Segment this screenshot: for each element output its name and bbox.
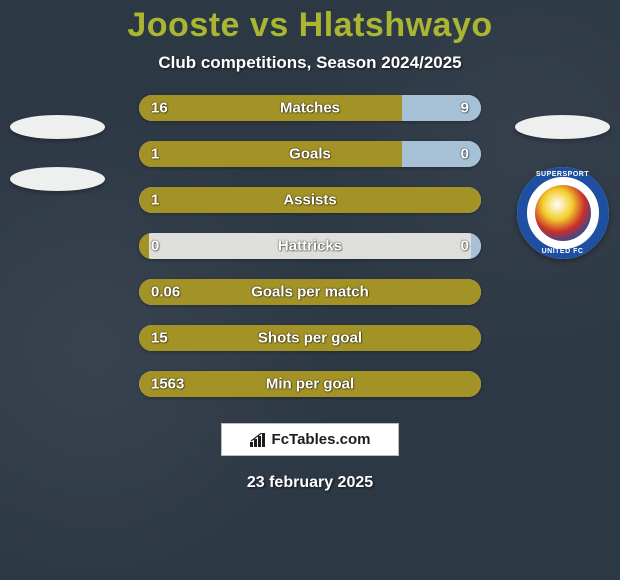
stat-value-player2: 0 bbox=[461, 238, 469, 255]
stat-bar-player1-fill bbox=[139, 95, 402, 121]
stat-value-player1: 1 bbox=[151, 192, 159, 209]
stat-label: Shots per goal bbox=[258, 330, 362, 347]
stat-label: Goals per match bbox=[251, 284, 369, 301]
chart-icon bbox=[250, 433, 266, 447]
stat-label: Goals bbox=[289, 146, 331, 163]
stat-value-player2: 0 bbox=[461, 146, 469, 163]
crest-bottom-text: UNITED FC bbox=[517, 248, 609, 255]
stat-label: Matches bbox=[280, 100, 340, 117]
stat-bar: 0.06 Goals per match bbox=[139, 279, 481, 305]
subtitle: Club competitions, Season 2024/2025 bbox=[158, 53, 461, 73]
stat-bar-player2-fill bbox=[471, 233, 481, 259]
player1-badges bbox=[10, 115, 105, 191]
stat-bar: 1 Assists bbox=[139, 187, 481, 213]
stat-value-player2: 9 bbox=[461, 100, 469, 117]
stat-bar-player2-fill bbox=[402, 95, 481, 121]
stat-bar: 15 Shots per goal bbox=[139, 325, 481, 351]
stat-bar: 0 0 Hattricks bbox=[139, 233, 481, 259]
player1-badge-2 bbox=[10, 167, 105, 191]
brand-badge: FcTables.com bbox=[221, 423, 399, 456]
stat-value-player1: 1563 bbox=[151, 376, 184, 393]
stats-bars: 16 9 Matches 1 0 Goals 1 Assists 0 0 Hattricks 0.06… bbox=[139, 95, 481, 397]
stat-bar: 1 0 Goals bbox=[139, 141, 481, 167]
stat-label: Hattricks bbox=[278, 238, 342, 255]
stat-bar: 1563 Min per goal bbox=[139, 371, 481, 397]
stat-value-player1: 0.06 bbox=[151, 284, 180, 301]
page-title: Jooste vs Hlatshwayo bbox=[127, 6, 492, 45]
stat-label: Min per goal bbox=[266, 376, 354, 393]
stat-value-player1: 15 bbox=[151, 330, 168, 347]
player2-badge-1 bbox=[515, 115, 610, 139]
player1-badge-1 bbox=[10, 115, 105, 139]
stat-bar-player1-fill bbox=[139, 233, 149, 259]
date-text: 23 february 2025 bbox=[247, 474, 373, 492]
player2-badges: SUPERSPORT UNITED FC bbox=[515, 115, 610, 259]
stat-value-player1: 16 bbox=[151, 100, 168, 117]
stat-bar: 16 9 Matches bbox=[139, 95, 481, 121]
stat-bar-player1-fill bbox=[139, 141, 402, 167]
stat-value-player1: 0 bbox=[151, 238, 159, 255]
stat-label: Assists bbox=[283, 192, 336, 209]
brand-text: FcTables.com bbox=[272, 431, 371, 448]
stat-bar-player2-fill bbox=[402, 141, 481, 167]
club-crest: SUPERSPORT UNITED FC bbox=[517, 167, 609, 259]
crest-top-text: SUPERSPORT bbox=[517, 171, 609, 178]
stat-value-player1: 1 bbox=[151, 146, 159, 163]
